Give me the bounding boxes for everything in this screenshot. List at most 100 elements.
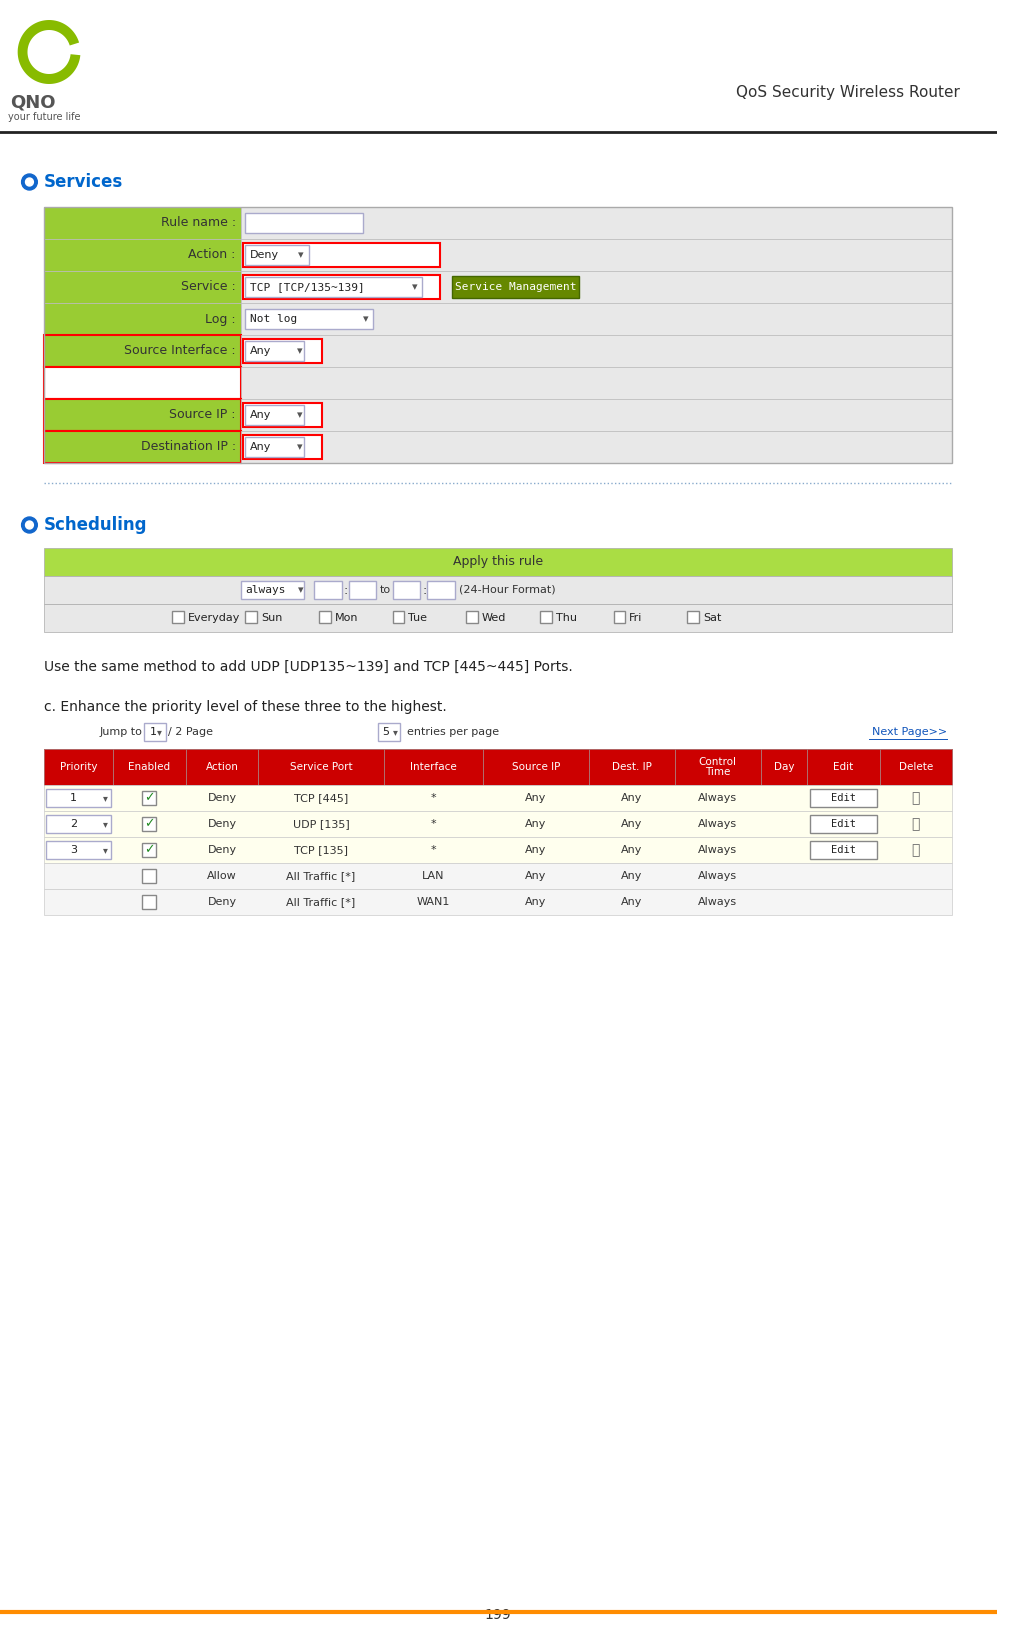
Bar xyxy=(45,811,952,837)
Text: Edit: Edit xyxy=(830,845,856,855)
Text: Any: Any xyxy=(525,845,547,855)
Text: ▾: ▾ xyxy=(103,819,108,829)
Text: Next Page>>: Next Page>> xyxy=(872,726,947,738)
Text: Any: Any xyxy=(251,442,272,452)
Bar xyxy=(45,548,952,576)
Text: Allow: Allow xyxy=(207,871,236,881)
Bar xyxy=(244,436,322,459)
Bar xyxy=(675,749,760,785)
Text: 1: 1 xyxy=(70,793,77,803)
Text: Any: Any xyxy=(525,898,547,907)
Bar xyxy=(45,207,952,463)
Bar xyxy=(259,749,384,785)
Text: Tue: Tue xyxy=(408,614,427,623)
Text: Any: Any xyxy=(621,793,642,803)
Circle shape xyxy=(25,178,33,186)
Text: Any: Any xyxy=(621,845,642,855)
Text: ▾: ▾ xyxy=(157,726,162,738)
Text: c. Enhance the priority level of these three to the highest.: c. Enhance the priority level of these t… xyxy=(45,700,447,715)
Text: 🗑: 🗑 xyxy=(911,818,921,831)
Bar xyxy=(241,304,952,335)
Text: ✓: ✓ xyxy=(144,792,154,805)
Text: Deny: Deny xyxy=(207,898,236,907)
Text: Dest. IP: Dest. IP xyxy=(612,762,652,772)
Text: Deny: Deny xyxy=(207,793,236,803)
Text: Control: Control xyxy=(698,757,737,767)
Bar xyxy=(393,581,420,599)
Bar xyxy=(45,889,952,916)
Text: ▾: ▾ xyxy=(412,282,418,292)
Text: 1: 1 xyxy=(150,726,157,738)
Text: Day: Day xyxy=(773,762,794,772)
Bar xyxy=(246,214,363,233)
Text: Any: Any xyxy=(251,346,272,356)
Text: Everyday: Everyday xyxy=(188,614,240,623)
Text: Log :: Log : xyxy=(205,312,235,325)
Bar xyxy=(46,840,111,858)
Bar xyxy=(142,868,156,883)
Bar xyxy=(46,814,111,832)
Text: ✓: ✓ xyxy=(144,844,154,857)
Bar xyxy=(241,271,952,304)
Text: Service :: Service : xyxy=(181,281,235,294)
Bar xyxy=(244,276,439,299)
Text: Action :: Action : xyxy=(188,248,235,261)
Text: Always: Always xyxy=(698,871,737,881)
Text: *: * xyxy=(430,819,436,829)
Bar xyxy=(540,610,552,623)
Bar xyxy=(142,844,156,857)
Text: Jump to: Jump to xyxy=(99,726,142,738)
Text: *: * xyxy=(430,845,436,855)
Text: Edit: Edit xyxy=(830,793,856,803)
Text: Edit: Edit xyxy=(830,819,856,829)
Text: :: : xyxy=(422,584,426,597)
Bar xyxy=(810,840,877,858)
Bar xyxy=(319,610,331,623)
Bar xyxy=(246,610,257,623)
Text: ✓: ✓ xyxy=(144,818,154,831)
Text: Deny: Deny xyxy=(251,250,279,259)
Text: (24-Hour Format): (24-Hour Format) xyxy=(460,584,556,596)
Bar xyxy=(45,785,952,811)
Bar xyxy=(45,398,241,431)
Text: UDP [135]: UDP [135] xyxy=(292,819,349,829)
Text: Service Management: Service Management xyxy=(455,282,577,292)
Text: Rule name :: Rule name : xyxy=(160,217,235,230)
Text: to: to xyxy=(380,584,391,596)
Text: QoS Security Wireless Router: QoS Security Wireless Router xyxy=(736,85,960,100)
Bar xyxy=(45,367,241,398)
Bar xyxy=(244,339,322,362)
Bar xyxy=(45,207,241,238)
Bar xyxy=(246,245,310,264)
Text: :: : xyxy=(344,584,348,597)
Bar xyxy=(246,308,374,330)
Bar xyxy=(246,277,422,297)
Bar xyxy=(348,581,376,599)
Bar xyxy=(589,749,675,785)
Bar xyxy=(880,749,952,785)
Bar xyxy=(45,749,952,785)
Text: Any: Any xyxy=(621,871,642,881)
Text: Time: Time xyxy=(705,767,731,777)
Bar xyxy=(393,610,405,623)
Text: Apply this rule: Apply this rule xyxy=(453,555,543,568)
Text: WAN1: WAN1 xyxy=(417,898,451,907)
Text: Any: Any xyxy=(621,819,642,829)
Text: ▾: ▾ xyxy=(103,793,108,803)
Bar xyxy=(241,398,952,431)
Text: Source Interface :: Source Interface : xyxy=(124,344,235,357)
Circle shape xyxy=(21,175,38,189)
Text: ▾: ▾ xyxy=(297,250,303,259)
Circle shape xyxy=(21,517,38,534)
Bar xyxy=(45,431,241,463)
Text: Edit: Edit xyxy=(833,762,854,772)
Text: entries per page: entries per page xyxy=(407,726,499,738)
Text: Scheduling: Scheduling xyxy=(45,516,147,534)
Bar xyxy=(186,749,259,785)
Bar xyxy=(45,604,952,632)
Bar xyxy=(45,238,241,271)
Text: All Traffic [*]: All Traffic [*] xyxy=(286,898,355,907)
Text: LAN: LAN xyxy=(422,871,445,881)
Text: Sun: Sun xyxy=(261,614,282,623)
Bar xyxy=(45,837,952,863)
